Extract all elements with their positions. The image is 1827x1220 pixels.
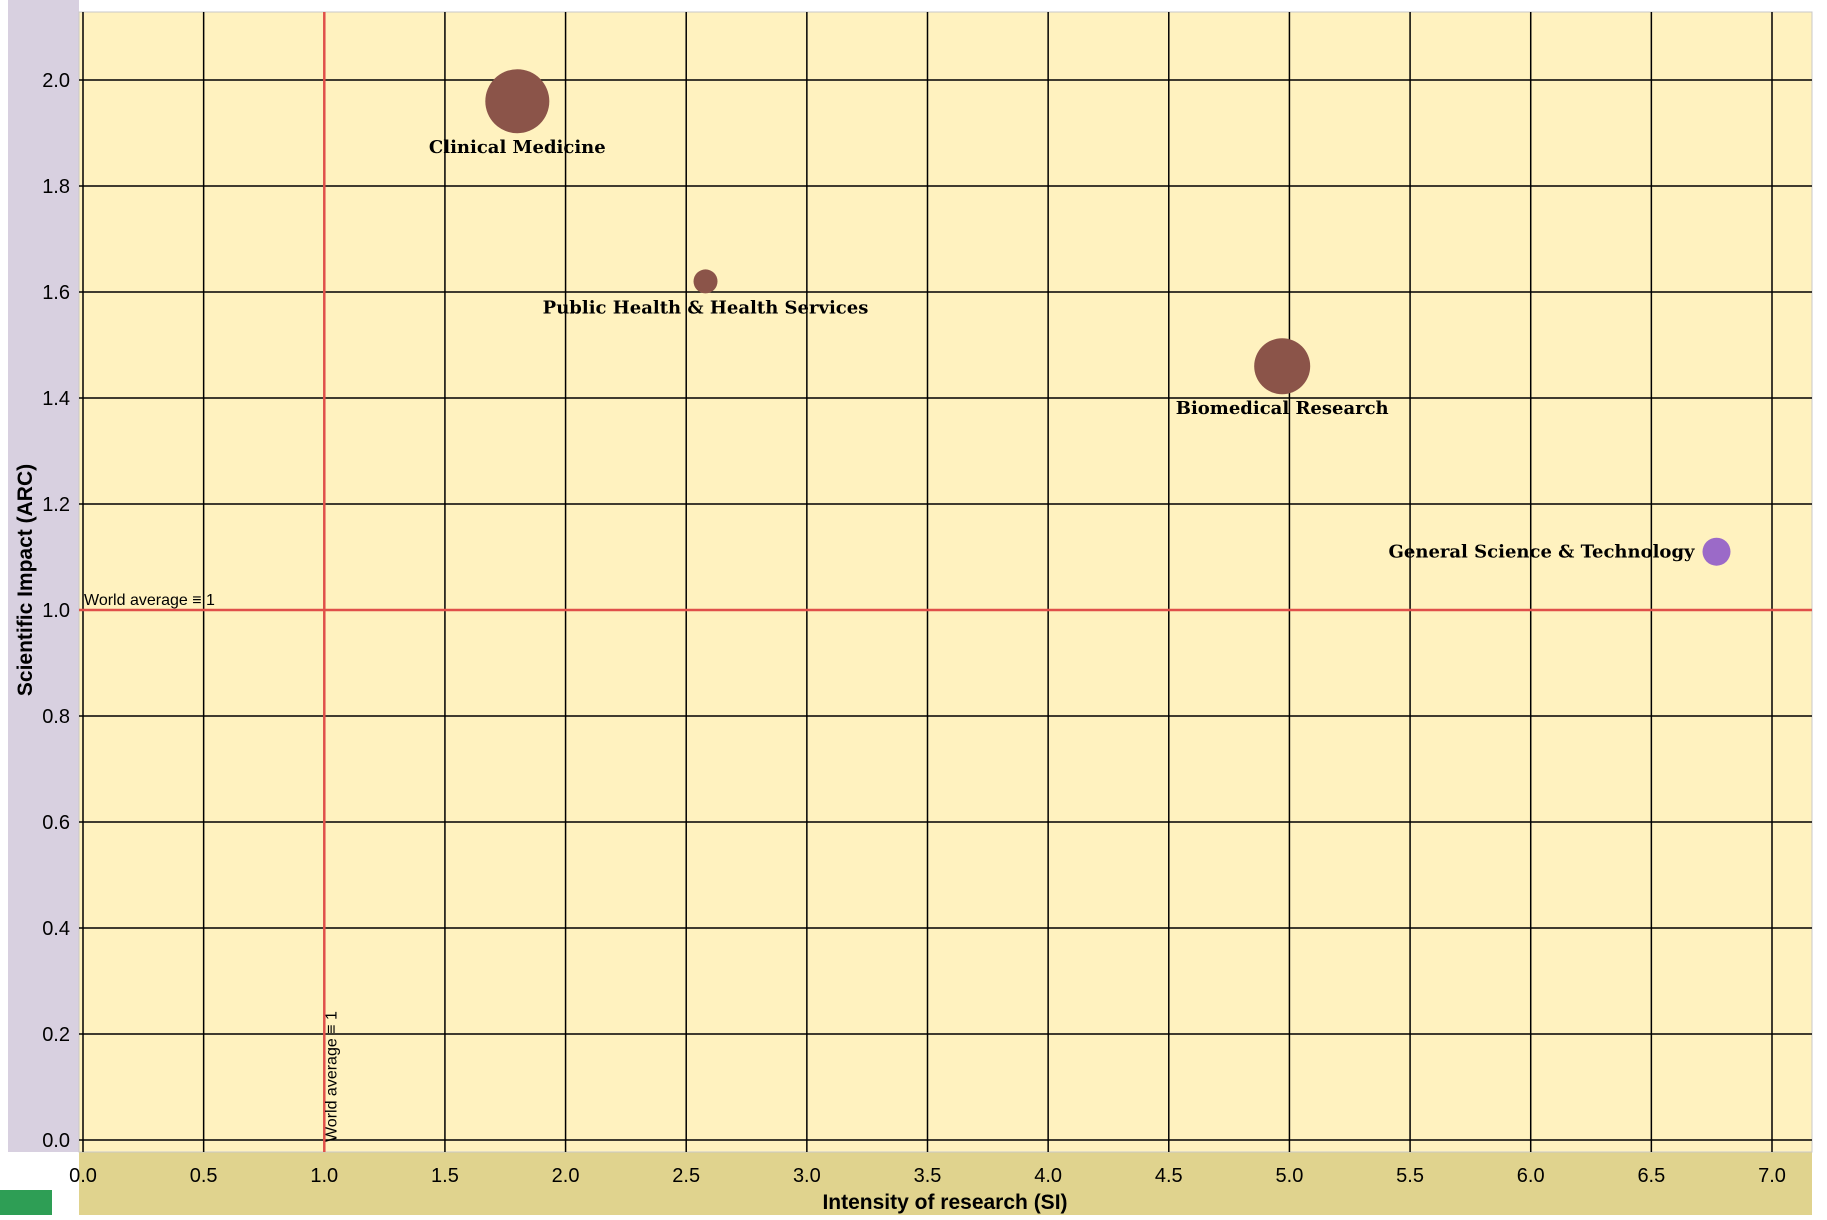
- data-points: Clinical Medicine Public Health & Health …: [429, 69, 1731, 566]
- x-reference-label: World average ≡ 1: [323, 1011, 340, 1142]
- x-tick-label: 3.5: [914, 1165, 942, 1187]
- bubble-label: Public Health & Health Services: [543, 297, 869, 318]
- y-axis-title: Scientific Impact (ARC): [14, 464, 37, 696]
- x-tick-label: 2.5: [672, 1165, 700, 1187]
- bubble: [1702, 537, 1731, 566]
- x-tick-label: 1.0: [310, 1165, 338, 1187]
- grid: [79, 12, 1812, 1152]
- x-axis-band: [79, 1152, 1812, 1215]
- y-tick-label: 0.2: [42, 1024, 70, 1046]
- x-tick-label: 4.0: [1034, 1165, 1062, 1187]
- plot-area: [78, 11, 1813, 1153]
- x-tick-label: 6.5: [1637, 1165, 1665, 1187]
- y-tick-label: 2.0: [42, 70, 70, 92]
- x-tick-label: 7.0: [1758, 1165, 1786, 1187]
- x-tick-label: 0.5: [190, 1165, 218, 1187]
- y-tick-label: 1.2: [42, 494, 70, 516]
- bubble: [485, 69, 550, 134]
- y-tick-label: 0.8: [42, 706, 70, 728]
- y-tick-label: 0.6: [42, 812, 70, 834]
- y-reference-label: World average ≡ 1: [84, 592, 215, 609]
- y-tick-label: 0.0: [42, 1130, 70, 1152]
- bubble: [1254, 338, 1311, 395]
- x-tick-label: 2.0: [552, 1165, 580, 1187]
- x-tick-label: 1.5: [431, 1165, 459, 1187]
- section-badge: [0, 1190, 52, 1215]
- y-tick-label: 1.6: [42, 282, 70, 304]
- reference-lines: World average ≡ 1 World average ≡ 1: [79, 12, 1812, 1152]
- x-tick-label: 5.5: [1396, 1165, 1424, 1187]
- bubble-label: General Science & Technology: [1389, 542, 1695, 563]
- bubble-label: Clinical Medicine: [429, 137, 606, 158]
- y-tick-label: 1.0: [42, 600, 70, 622]
- x-axis-title: Intensity of research (SI): [822, 1191, 1067, 1214]
- y-tick-label: 1.4: [42, 388, 70, 410]
- tick-labels: 0.0 0.5 1.0 1.5 2.0 2.5 3.0 3.5 4.0 4.5 5.0 5.5 6.0 6…: [42, 70, 1786, 1187]
- x-tick-label: 5.0: [1276, 1165, 1304, 1187]
- bubble: [693, 269, 718, 294]
- y-tick-label: 0.4: [42, 918, 70, 940]
- x-tick-label: 3.0: [793, 1165, 821, 1187]
- y-axis-band: [8, 0, 79, 1152]
- bubble-label: Biomedical Research: [1176, 398, 1389, 419]
- x-tick-label: 0.0: [69, 1165, 97, 1187]
- y-tick-label: 1.8: [42, 176, 70, 198]
- x-tick-label: 4.5: [1155, 1165, 1183, 1187]
- x-tick-label: 6.0: [1517, 1165, 1545, 1187]
